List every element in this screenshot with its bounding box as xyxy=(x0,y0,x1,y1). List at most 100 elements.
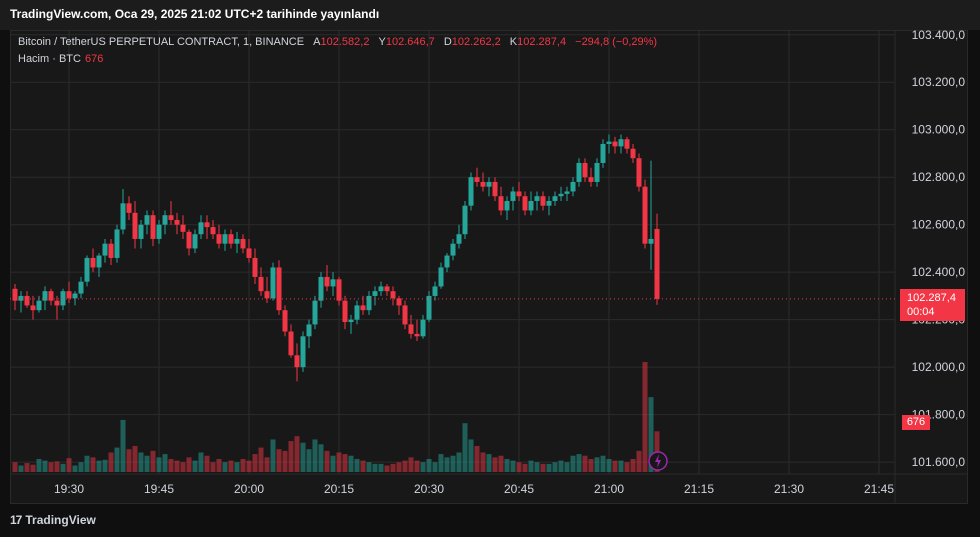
candle-body[interactable] xyxy=(558,193,564,197)
candle-body[interactable] xyxy=(114,229,120,258)
candle-body[interactable] xyxy=(36,300,42,311)
candle-body[interactable] xyxy=(612,141,618,147)
candle-body[interactable] xyxy=(474,177,480,182)
candle-body[interactable] xyxy=(78,281,84,294)
candle-body[interactable] xyxy=(60,291,66,306)
candle-body[interactable] xyxy=(240,238,246,249)
candle-body[interactable] xyxy=(228,234,234,244)
candle-body[interactable] xyxy=(42,291,48,301)
candle-body[interactable] xyxy=(444,255,450,268)
candle-body[interactable] xyxy=(504,200,510,211)
candle-body[interactable] xyxy=(84,257,90,282)
candle-body[interactable] xyxy=(222,234,228,244)
candle-body[interactable] xyxy=(654,228,660,299)
symbol-name[interactable]: Bitcoin / TetherUS PERPETUAL CONTRACT, 1… xyxy=(18,36,305,48)
candle-body[interactable] xyxy=(528,200,534,211)
candle-body[interactable] xyxy=(510,191,516,201)
candle-body[interactable] xyxy=(246,248,252,258)
candle-body[interactable] xyxy=(144,215,150,225)
candle-body[interactable] xyxy=(348,319,354,323)
candle-body[interactable] xyxy=(12,288,18,301)
candle-body[interactable] xyxy=(498,196,504,211)
candle-body[interactable] xyxy=(606,141,612,144)
candle-body[interactable] xyxy=(324,276,330,287)
candle-body[interactable] xyxy=(162,215,168,225)
candle-body[interactable] xyxy=(174,219,180,225)
candle-body[interactable] xyxy=(336,279,342,301)
candle-body[interactable] xyxy=(318,276,324,301)
candle-body[interactable] xyxy=(48,291,54,301)
candle-body[interactable] xyxy=(342,300,348,323)
candle-body[interactable] xyxy=(594,162,600,182)
candle-body[interactable] xyxy=(186,231,192,249)
candle-body[interactable] xyxy=(66,291,72,299)
candle-body[interactable] xyxy=(378,286,384,292)
candle-body[interactable] xyxy=(540,196,546,206)
candle-body[interactable] xyxy=(108,243,114,258)
candle-body[interactable] xyxy=(24,295,30,306)
candle-body[interactable] xyxy=(534,196,540,201)
candle-body[interactable] xyxy=(570,181,576,192)
candle-body[interactable] xyxy=(150,215,156,239)
candle-body[interactable] xyxy=(582,162,588,178)
candle-body[interactable] xyxy=(576,162,582,182)
candle-body[interactable] xyxy=(456,234,462,244)
candle-body[interactable] xyxy=(636,158,642,187)
candle-body[interactable] xyxy=(426,295,432,320)
candle-body[interactable] xyxy=(18,295,24,301)
candle-body[interactable] xyxy=(252,257,258,277)
volume-label[interactable]: Hacim · BTC xyxy=(18,53,81,65)
candle-body[interactable] xyxy=(330,279,336,287)
candle-body[interactable] xyxy=(306,324,312,337)
candle-body[interactable] xyxy=(210,227,216,235)
candle-body[interactable] xyxy=(354,305,360,320)
candle-body[interactable] xyxy=(648,238,654,244)
tradingview-logo[interactable]: 17 TradingView xyxy=(10,513,96,527)
candle-body[interactable] xyxy=(360,305,366,311)
candle-body[interactable] xyxy=(216,234,222,244)
candle-body[interactable] xyxy=(624,139,630,149)
candle-body[interactable] xyxy=(54,300,60,306)
candle-body[interactable] xyxy=(276,267,282,311)
candle-body[interactable] xyxy=(402,305,408,325)
candle-body[interactable] xyxy=(312,300,318,325)
candle-body[interactable] xyxy=(618,139,624,147)
candle-body[interactable] xyxy=(30,305,36,311)
candle-body[interactable] xyxy=(234,238,240,244)
candle-body[interactable] xyxy=(366,295,372,311)
candle-body[interactable] xyxy=(132,212,138,239)
candle-body[interactable] xyxy=(372,291,378,296)
candle-body[interactable] xyxy=(600,143,606,163)
candle-body[interactable] xyxy=(486,181,492,187)
candle-body[interactable] xyxy=(516,191,522,197)
candle-body[interactable] xyxy=(414,333,420,337)
candle-body[interactable] xyxy=(468,177,474,206)
candle-body[interactable] xyxy=(630,148,636,159)
candle-body[interactable] xyxy=(126,203,132,213)
candle-body[interactable] xyxy=(138,224,144,239)
candle-body[interactable] xyxy=(282,310,288,332)
candle-body[interactable] xyxy=(300,336,306,368)
candle-body[interactable] xyxy=(492,181,498,197)
candle-body[interactable] xyxy=(390,291,396,299)
candle-body[interactable] xyxy=(198,222,204,235)
candle-body[interactable] xyxy=(522,196,528,211)
candle-body[interactable] xyxy=(588,177,594,182)
candlestick-chart[interactable]: 101.600,0101.800,0102.000,0102.200,0102.… xyxy=(10,30,968,504)
candle-body[interactable] xyxy=(384,286,390,292)
candle-body[interactable] xyxy=(156,224,162,239)
candle-body[interactable] xyxy=(180,224,186,232)
candle-body[interactable] xyxy=(552,196,558,201)
candle-body[interactable] xyxy=(96,255,102,268)
candle-body[interactable] xyxy=(420,319,426,337)
candle-body[interactable] xyxy=(546,200,552,206)
candle-body[interactable] xyxy=(204,222,210,228)
candle-body[interactable] xyxy=(294,355,300,368)
candle-body[interactable] xyxy=(288,331,294,356)
candle-body[interactable] xyxy=(642,186,648,244)
candle-body[interactable] xyxy=(120,203,126,230)
candle-body[interactable] xyxy=(480,181,486,187)
candle-body[interactable] xyxy=(192,234,198,249)
candle-body[interactable] xyxy=(90,257,96,268)
candle-body[interactable] xyxy=(408,324,414,334)
